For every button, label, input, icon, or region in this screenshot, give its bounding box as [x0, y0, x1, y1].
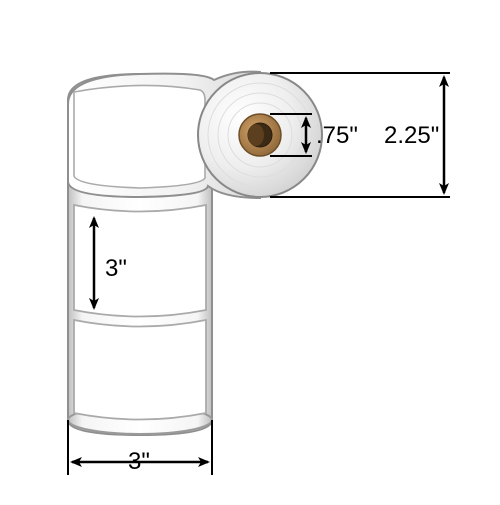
label-2: [74, 320, 206, 420]
core-diameter-text: .75": [316, 122, 358, 150]
label-height-text: 3": [105, 255, 127, 283]
label-width-text: 3": [128, 448, 150, 476]
roll-diameter-text: 2.25": [384, 122, 439, 150]
diagram-svg: [0, 0, 500, 500]
roll-side: [198, 73, 322, 197]
label-roll-diagram: 3" 3" .75" 2.25": [0, 0, 500, 500]
